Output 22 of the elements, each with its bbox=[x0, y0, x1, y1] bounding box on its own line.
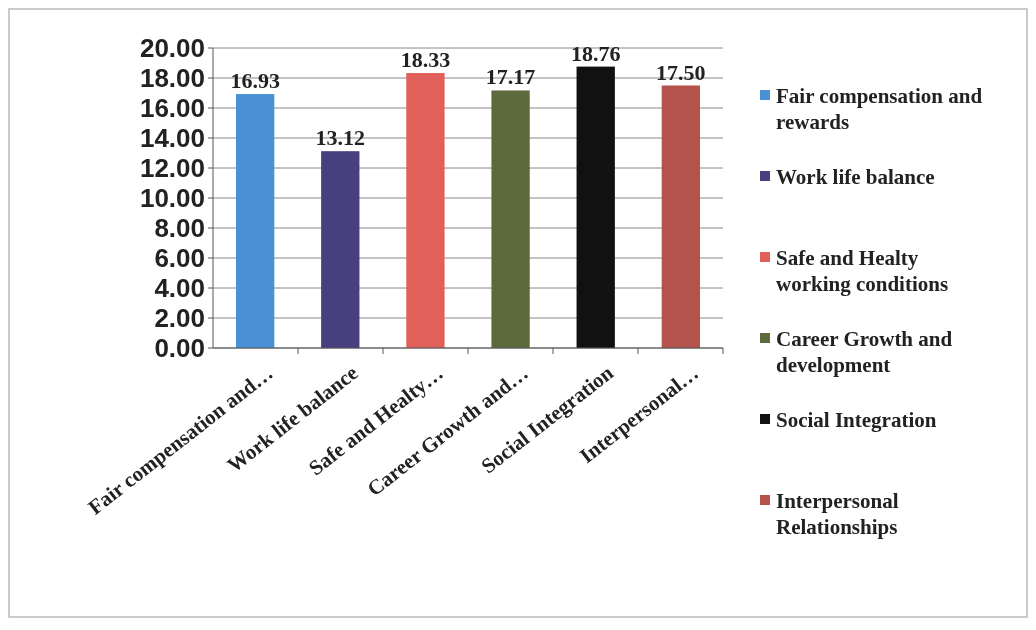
y-tick-label: 18.00 bbox=[139, 63, 205, 94]
data-label: 17.50 bbox=[656, 59, 706, 85]
y-tick-label: 12.00 bbox=[139, 153, 205, 184]
legend-label: Interpersonal Relationships bbox=[776, 489, 899, 539]
data-label: 18.33 bbox=[400, 47, 451, 73]
legend-label: Work life balance bbox=[776, 165, 935, 190]
y-tick-label: 16.00 bbox=[139, 93, 205, 124]
legend-label: Fair compensation and rewards bbox=[776, 84, 983, 134]
data-label: 16.93 bbox=[230, 68, 280, 94]
y-tick-label: 0.00 bbox=[154, 333, 205, 364]
data-label: 17.17 bbox=[485, 64, 536, 90]
y-tick-label: 2.00 bbox=[154, 303, 205, 334]
data-label: 18.76 bbox=[570, 40, 621, 66]
y-tick-label: 6.00 bbox=[154, 243, 205, 274]
y-tick-label: 4.00 bbox=[154, 273, 205, 304]
y-tick-label: 14.00 bbox=[139, 123, 205, 154]
y-tick-label: 8.00 bbox=[154, 213, 205, 244]
legend-label: Career Growth and development bbox=[776, 327, 953, 377]
legend-label: Safe and Healty working conditions bbox=[776, 246, 949, 296]
y-tick-label: 10.00 bbox=[139, 183, 205, 214]
data-label: 13.12 bbox=[315, 125, 366, 151]
y-tick-label: 20.00 bbox=[139, 33, 205, 64]
